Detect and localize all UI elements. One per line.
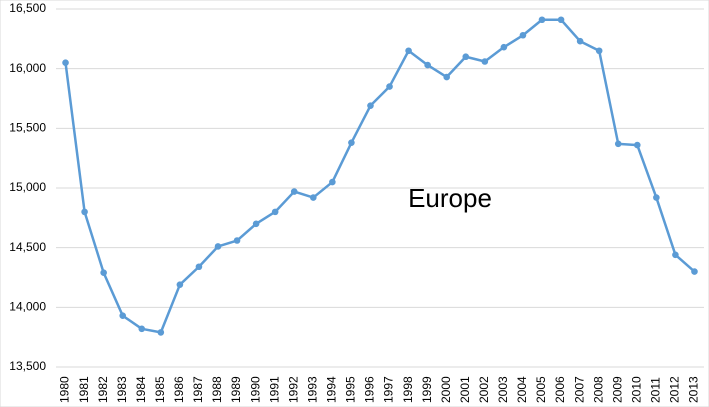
x-tick-label: 1992	[286, 376, 300, 403]
x-tick-label: 2004	[515, 376, 529, 403]
x-tick-label: 2009	[610, 376, 624, 403]
x-tick-label: 1982	[96, 376, 110, 403]
data-point	[386, 83, 393, 90]
x-tick-label: 1986	[172, 376, 186, 403]
data-point	[62, 59, 69, 66]
x-tick-label: 1984	[134, 376, 148, 403]
x-tick-label: 1996	[363, 376, 377, 403]
data-point	[100, 269, 107, 277]
x-tick-label: 2010	[629, 376, 643, 403]
x-tick-label: 1993	[305, 376, 319, 403]
x-tick-label: 2012	[668, 376, 682, 403]
x-tick-label: 1985	[153, 376, 167, 403]
x-tick-label: 2000	[439, 376, 453, 403]
data-point	[329, 178, 336, 186]
data-point	[195, 263, 203, 271]
data-point	[672, 251, 679, 259]
y-tick-label: 16,000	[9, 61, 46, 75]
data-point	[214, 243, 222, 250]
annotation: Europe	[408, 183, 492, 213]
data-point	[595, 47, 603, 55]
series-line	[64, 18, 696, 334]
data-point	[633, 141, 641, 149]
x-tick-label: 1997	[382, 376, 396, 403]
y-tick-label: 15,500	[9, 121, 46, 135]
data-point	[309, 194, 317, 201]
data-point	[557, 16, 565, 24]
x-tick-label: 2005	[534, 376, 548, 403]
data-point	[462, 53, 470, 61]
y-tick-label: 15,000	[9, 180, 46, 194]
x-tick-label: 2003	[496, 376, 510, 403]
y-tick-label: 16,500	[9, 1, 46, 15]
data-point	[233, 237, 241, 244]
data-point	[367, 102, 374, 109]
x-tick-label: 1994	[325, 376, 339, 403]
data-point	[519, 31, 527, 39]
data-point	[405, 47, 412, 55]
data-point	[290, 188, 298, 195]
x-tick-label: 1981	[77, 376, 91, 403]
data-point	[424, 61, 431, 69]
x-tick-label: 1991	[267, 376, 281, 403]
data-point	[348, 139, 355, 146]
x-tick-label: 2013	[687, 376, 701, 403]
data-point	[443, 73, 451, 81]
data-point	[481, 58, 489, 65]
data-point	[500, 43, 508, 51]
data-point	[176, 281, 184, 288]
x-tick-label: 1983	[115, 376, 129, 403]
y-tick-label: 14,000	[9, 300, 46, 314]
x-tick-label: 1989	[229, 376, 243, 403]
x-tick-label: 2011	[649, 377, 663, 403]
x-tick-label: 2007	[572, 376, 586, 403]
data-point	[691, 268, 698, 275]
y-tick-label: 13,500	[9, 359, 46, 373]
data-point	[119, 312, 127, 319]
x-tick-label: 2002	[477, 376, 491, 403]
y-tick-label: 14,500	[9, 240, 46, 254]
data-point	[138, 325, 146, 333]
x-tick-label: 2006	[553, 376, 567, 403]
x-tick-label: 1987	[191, 376, 205, 403]
x-tick-label: 1999	[420, 376, 434, 403]
data-point	[271, 208, 279, 216]
x-tick-label: 1995	[344, 376, 358, 403]
data-point	[157, 329, 165, 336]
x-tick-label: 2001	[458, 376, 472, 403]
data-point	[538, 16, 546, 24]
x-tick-label: 1988	[210, 376, 224, 403]
x-tick-label: 1990	[248, 376, 262, 403]
data-point	[252, 220, 260, 228]
data-point	[576, 37, 584, 45]
x-tick-label: 2008	[591, 376, 605, 403]
x-tick-label: 1998	[401, 376, 415, 403]
data-point	[653, 194, 660, 201]
data-point	[81, 208, 88, 216]
data-point	[614, 140, 622, 148]
x-tick-label: 1980	[58, 376, 72, 403]
